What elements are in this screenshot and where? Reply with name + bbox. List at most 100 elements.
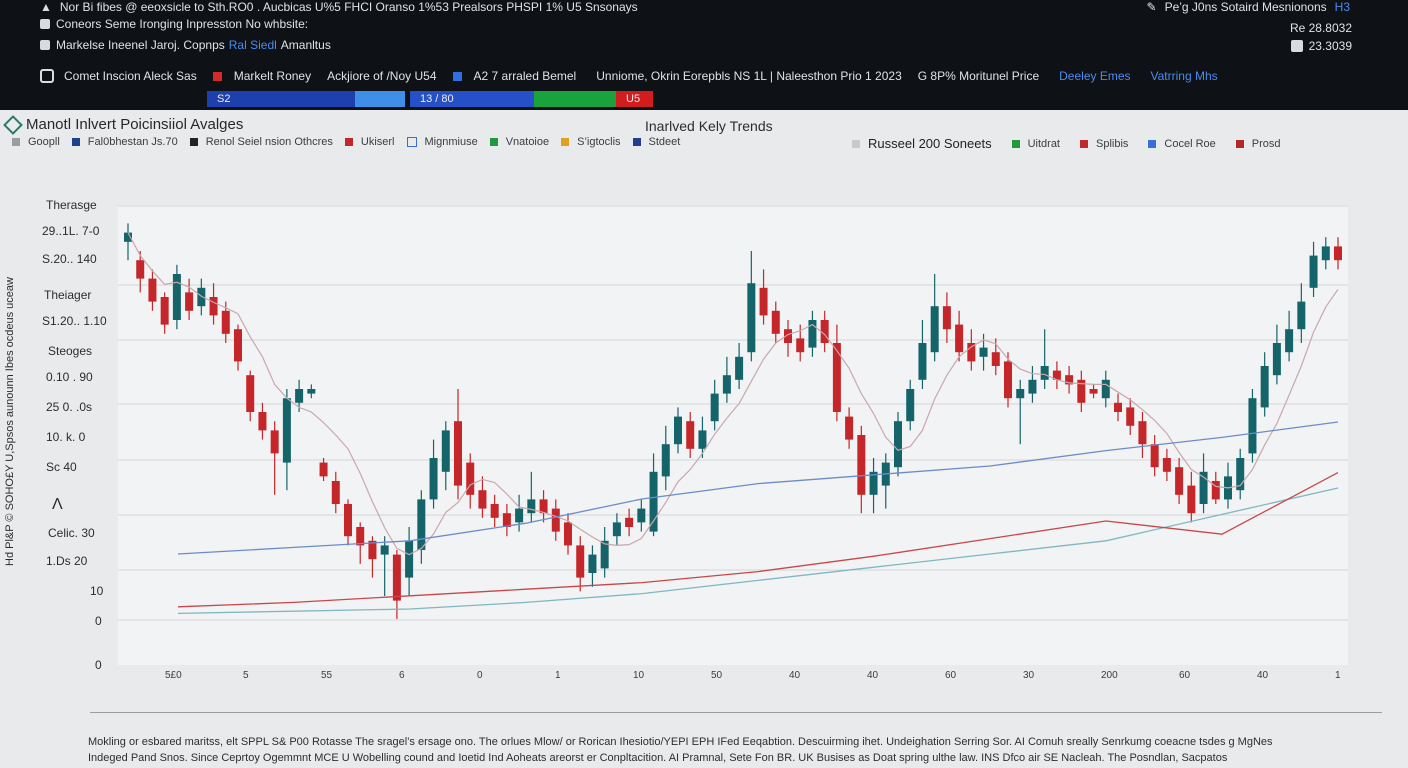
- candle-body: [991, 352, 1000, 366]
- toolbar-link-0[interactable]: Deeley Emes: [1059, 69, 1131, 83]
- chart-panel: Manotl Inlvert Poicinsiiol Avalges Inarl…: [0, 110, 1408, 768]
- candle-body: [759, 287, 768, 316]
- candle-body: [869, 471, 878, 495]
- footnote-line-1: Mokling or esbared maritss, elt SPPL S& …: [88, 736, 1273, 748]
- header-right-1-code[interactable]: H3: [1334, 0, 1350, 14]
- toolbar-item-4[interactable]: Unniome, Okrin Eorepbls NS 1L | Naleesth…: [596, 69, 902, 83]
- candle-body: [160, 297, 169, 325]
- header-right-1: ✎ Pe’g J0ns Sotaird Mesnionons H3: [1147, 0, 1351, 14]
- candle-body: [1040, 366, 1049, 380]
- candle-body: [612, 522, 621, 537]
- legend-item[interactable]: Goopll: [28, 136, 60, 148]
- legend-swatch: [1011, 139, 1020, 148]
- y-axis-label: Theiager: [44, 288, 92, 302]
- candle-body: [637, 508, 646, 523]
- legend-swatch: [1235, 139, 1244, 148]
- progress-bar-1-fill: [355, 91, 405, 107]
- candle-body: [1138, 421, 1147, 445]
- legend-item[interactable]: Renol Seiel nsion Othcres: [205, 136, 333, 148]
- y-axis-label: Celic. 30: [48, 526, 95, 540]
- candle-body: [1199, 471, 1208, 504]
- legend-item[interactable]: Prosd: [1251, 137, 1281, 150]
- candle-body: [1089, 389, 1098, 394]
- series-line: [177, 472, 1339, 608]
- toolbar-item-5[interactable]: G 8P% Moritunel Price: [917, 69, 1040, 83]
- legend-swatch: [1148, 139, 1157, 148]
- candle-body: [979, 347, 988, 357]
- panel-subtitle: Inarlved Kely Trends: [645, 118, 773, 134]
- header-line-3: Markelse Ineenel Jaroj. Copnps Ral Siedl…: [40, 36, 331, 54]
- top-bar: ▲ Nor Bi fibes @ eeoxsicle to Sth.RO0 . …: [0, 0, 1408, 110]
- candle-body: [1175, 467, 1184, 495]
- y-axis-label: 0.10 . 90: [46, 370, 93, 384]
- y-axis-label: 0: [95, 614, 102, 628]
- legend-item[interactable]: Splibis: [1096, 137, 1129, 150]
- checkbox-icon[interactable]: [40, 19, 50, 29]
- header-line-3-prefix: Markelse Ineenel Jaroj. Copnps: [56, 38, 225, 52]
- candle-body: [185, 292, 194, 311]
- progress-bar-2-label: 13 / 80: [420, 93, 454, 105]
- candle-body: [319, 462, 328, 477]
- blue-square-icon: [452, 71, 462, 81]
- legend-item[interactable]: S’igtoclis: [577, 136, 621, 148]
- red-square-icon: [212, 71, 222, 81]
- candle-body: [600, 540, 609, 569]
- candle-body: [686, 421, 695, 449]
- candle-body: [1065, 375, 1074, 385]
- legend-swatch: [71, 138, 80, 146]
- candle-body: [832, 343, 841, 412]
- header-right-3: 23.3039: [1290, 38, 1352, 54]
- candle-body: [466, 462, 475, 495]
- candle-body: [930, 306, 939, 353]
- pen-icon[interactable]: ✎: [1146, 0, 1157, 14]
- candle-body: [356, 527, 365, 546]
- legend-item[interactable]: Vnatoioe: [505, 136, 550, 148]
- plot-area: [118, 205, 1348, 665]
- legend-item[interactable]: Fal0bhestan Js.70: [87, 136, 178, 148]
- candle-body: [1285, 329, 1294, 353]
- candle-body: [392, 554, 401, 601]
- candle-body: [808, 320, 817, 348]
- legend-item[interactable]: Stdeet: [648, 136, 681, 148]
- candle-body: [1321, 246, 1330, 261]
- candle-body: [502, 513, 511, 527]
- header-link[interactable]: Ral Siedl: [228, 38, 277, 52]
- candle-body: [209, 297, 218, 316]
- candle-body: [258, 412, 267, 431]
- candle-body: [136, 260, 145, 279]
- legend-item[interactable]: Uitdrat: [1027, 137, 1060, 150]
- legend-item[interactable]: Mignmiuse: [424, 136, 478, 148]
- legend-item[interactable]: Russeel 200 Soneets: [868, 136, 992, 151]
- candle-body: [1126, 407, 1135, 426]
- up-icon[interactable]: ▲: [40, 0, 52, 14]
- candle-body: [722, 375, 731, 394]
- legend-item[interactable]: Cocel Roe: [1164, 137, 1216, 150]
- toolbar-item-3[interactable]: A2 7 arraled Bemel: [473, 69, 577, 83]
- candle-body: [124, 232, 132, 242]
- moving-average-line: [127, 232, 1339, 556]
- legend-swatch: [561, 138, 570, 146]
- toolbar-item-1[interactable]: Markelt Roney: [233, 69, 312, 83]
- y-axis-label: 1.Ds 20: [46, 554, 88, 568]
- candlestick-chart[interactable]: [0, 160, 1408, 720]
- candle-body: [649, 471, 658, 532]
- y-axis-label: 29..1L. 7-0: [42, 224, 100, 238]
- candle-body: [490, 504, 499, 518]
- y-axis-label: 10. k. 0: [46, 430, 86, 444]
- candle-body: [1260, 366, 1269, 408]
- candle-body: [1052, 370, 1061, 380]
- toolbar: Comet Inscion Aleck Sas Markelt Roney Ac…: [40, 66, 1218, 86]
- legend-item[interactable]: Ukiserl: [360, 136, 395, 148]
- settings-icon[interactable]: [3, 115, 23, 135]
- candle-body: [197, 287, 206, 307]
- toolbar-item-2[interactable]: Ackjiore of /Noy U54: [327, 69, 437, 83]
- footer-divider: [90, 712, 1382, 713]
- legend-swatch: [406, 137, 417, 147]
- toolbar-item-0[interactable]: Comet Inscion Aleck Sas: [64, 69, 197, 83]
- radio-icon[interactable]: [40, 69, 54, 83]
- calendar-icon[interactable]: [1290, 40, 1303, 52]
- candle-body: [710, 393, 719, 422]
- checkbox-icon[interactable]: [40, 40, 50, 50]
- toolbar-link-1[interactable]: Vatrring Mhs: [1150, 69, 1218, 83]
- candle-body: [454, 421, 462, 486]
